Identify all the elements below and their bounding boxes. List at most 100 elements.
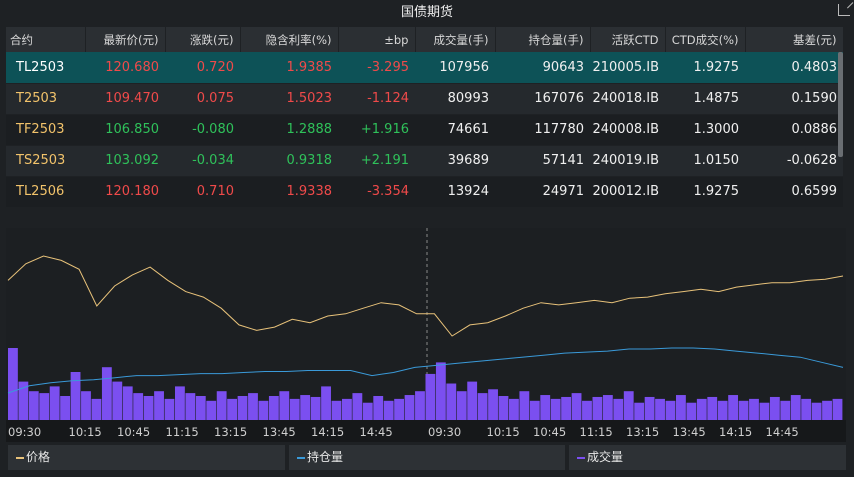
volume-bar	[686, 402, 697, 420]
cell-vol: 13924	[415, 176, 495, 208]
x-tick-label: 09:30	[8, 425, 41, 439]
volume-bar	[279, 391, 290, 420]
cell-chg: 0.075	[165, 83, 240, 115]
column-header[interactable]: 活跃CTD	[590, 27, 666, 52]
column-header[interactable]: 涨跌(元)	[165, 27, 241, 52]
volume-bar	[571, 393, 582, 420]
legend-volume[interactable]: 成交量	[569, 445, 846, 470]
volume-bar	[759, 402, 770, 420]
volume-bar	[143, 396, 154, 420]
x-tick-label: 14:45	[360, 425, 393, 439]
volume-bar	[822, 400, 832, 420]
x-tick-label: 11:15	[580, 425, 613, 439]
column-header[interactable]: 隐含利率(%)	[240, 27, 339, 52]
volume-bar	[321, 386, 331, 420]
legend-price[interactable]: 价格	[8, 445, 285, 470]
time-axis	[6, 420, 846, 442]
volume-bar	[498, 396, 509, 420]
table-row[interactable]: TF2503 106.850 -0.080 1.2888 +1.916 74661 1177…	[6, 114, 843, 146]
cell-basis: 0.1590	[745, 83, 843, 115]
cell-price: 120.680	[85, 52, 165, 84]
table-row[interactable]: TS2503 103.092 -0.034 0.9318 +2.191 39689 5714…	[6, 145, 843, 177]
cell-price: 103.092	[85, 145, 165, 177]
column-header[interactable]: ±bp	[338, 27, 416, 52]
volume-bar	[18, 381, 29, 420]
volume-bar	[780, 400, 791, 420]
cell-oi: 167076	[495, 83, 590, 115]
volume-bar	[70, 372, 81, 420]
cell-chg: -0.080	[165, 114, 240, 146]
column-header[interactable]: CTD成交(%)	[665, 27, 746, 52]
column-header[interactable]: 合约	[6, 27, 86, 52]
volume-bar	[832, 398, 843, 420]
cell-vol: 74661	[415, 114, 495, 146]
x-tick-label: 09:30	[428, 425, 461, 439]
volume-bar	[738, 400, 749, 420]
table-row[interactable]: T2503 109.470 0.075 1.5023 -1.124 80993 167076…	[6, 83, 843, 115]
cell-ctd: 200012.IB	[590, 176, 665, 208]
x-tick-label: 14:45	[766, 425, 799, 439]
volume-bar	[602, 395, 613, 420]
volume-bar	[425, 373, 436, 420]
volume-bar	[342, 398, 352, 420]
cell-code: TL2506	[6, 176, 85, 208]
volume-bar	[707, 396, 718, 420]
volume-bar	[696, 398, 707, 420]
oi-line	[7, 347, 844, 394]
volume-bar	[112, 381, 123, 420]
scrollbar[interactable]	[838, 52, 843, 157]
cell-bp: +2.191	[338, 145, 415, 177]
table-row[interactable]: TL2506 120.180 0.710 1.9338 -3.354 13924 24971…	[6, 176, 843, 208]
column-header[interactable]: 基差(元)	[745, 27, 844, 52]
column-header[interactable]: 成交量(手)	[415, 27, 496, 52]
cell-rate: 1.2888	[240, 114, 338, 146]
window-title: 国债期货	[400, 5, 453, 20]
volume-bar	[769, 396, 780, 420]
cell-bp: -3.354	[338, 176, 415, 208]
volume-bar	[394, 398, 405, 420]
volume-bar	[801, 398, 812, 420]
volume-bar	[446, 383, 457, 420]
volume-bar	[185, 393, 196, 420]
volume-bar	[811, 402, 822, 420]
cell-ctdpct: 1.9275	[665, 52, 745, 84]
cell-rate: 1.9385	[240, 52, 338, 84]
volume-swatch-icon	[577, 457, 585, 459]
column-header[interactable]: 最新价(元)	[85, 27, 166, 52]
volume-bar	[488, 389, 498, 420]
volume-bar	[540, 395, 551, 420]
volume-bar	[237, 396, 248, 420]
volume-bar	[60, 396, 71, 420]
cell-oi: 90643	[495, 52, 590, 84]
volume-bar	[28, 391, 39, 420]
x-tick-label: 14:15	[719, 425, 752, 439]
volume-bar	[8, 348, 18, 420]
cell-oi: 57141	[495, 145, 590, 177]
volume-bar	[665, 400, 676, 420]
cell-ctd: 210005.IB	[590, 52, 665, 84]
cell-ctd: 240018.IB	[590, 83, 665, 115]
table-row[interactable]: TL2503 120.680 0.720 1.9385 -3.295 107956 9064…	[6, 52, 843, 84]
cell-rate: 1.5023	[240, 83, 338, 115]
volume-bar	[456, 391, 467, 420]
cell-code: TS2503	[6, 145, 85, 177]
cell-bp: -1.124	[338, 83, 415, 115]
volume-bar	[195, 396, 206, 420]
expand-icon[interactable]	[838, 4, 850, 16]
volume-bar	[248, 393, 258, 420]
volume-bar	[655, 398, 665, 420]
cell-ctdpct: 1.4875	[665, 83, 745, 115]
volume-bar	[623, 391, 634, 420]
cell-basis: 0.4803	[745, 52, 843, 84]
x-tick-label: 10:45	[533, 425, 566, 439]
cell-basis: -0.0628	[745, 145, 843, 177]
legend-oi[interactable]: 持仓量	[289, 445, 565, 470]
cell-vol: 107956	[415, 52, 495, 84]
price-swatch-icon	[16, 457, 24, 459]
cell-code: T2503	[6, 83, 85, 115]
volume-bar	[49, 386, 60, 420]
cell-ctdpct: 1.0150	[665, 145, 745, 177]
cell-ctdpct: 1.3000	[665, 114, 745, 146]
cell-ctd: 240008.IB	[590, 114, 665, 146]
column-header[interactable]: 持仓量(手)	[495, 27, 591, 52]
